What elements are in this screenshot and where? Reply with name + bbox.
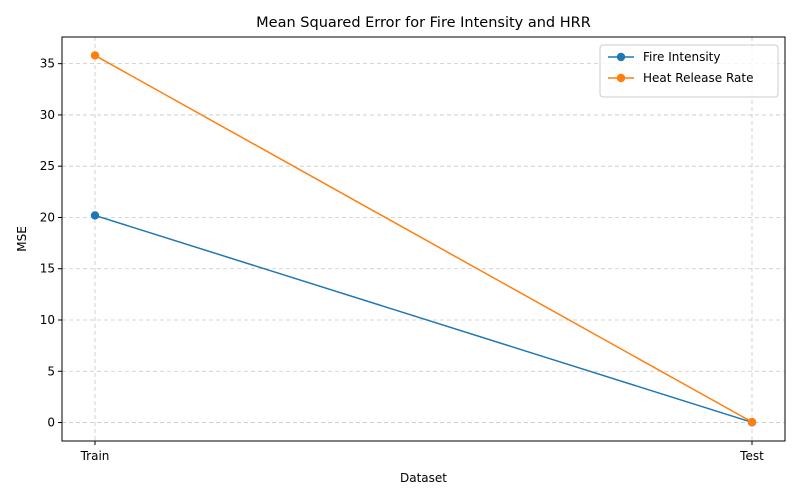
series-line bbox=[94, 54, 753, 423]
y-tick-label: 35 bbox=[40, 57, 55, 71]
legend-marker-swatch bbox=[616, 73, 626, 83]
legend-marker-swatch bbox=[616, 52, 626, 62]
y-tick-label: 0 bbox=[47, 416, 55, 430]
y-tick-label: 15 bbox=[40, 262, 55, 276]
x-tick-label: Test bbox=[739, 449, 764, 463]
legend-entry: Fire Intensity bbox=[608, 50, 720, 64]
x-axis-label: Dataset bbox=[400, 471, 447, 485]
data-point-marker bbox=[90, 211, 100, 220]
series-fire-intensity bbox=[90, 211, 757, 427]
legend-box bbox=[599, 44, 779, 98]
chart-title: Mean Squared Error for Fire Intensity an… bbox=[256, 15, 591, 31]
y-tick-label: 30 bbox=[40, 108, 55, 122]
y-axis-ticks: 0 5 10 15 20 25 30 35 bbox=[40, 57, 62, 430]
data-point-marker bbox=[90, 51, 100, 60]
legend: Fire Intensity Heat Release Rate bbox=[599, 44, 779, 98]
legend-label: Fire Intensity bbox=[643, 50, 720, 64]
series-heat-release-rate bbox=[90, 51, 757, 427]
y-axis-label: MSE bbox=[15, 226, 29, 252]
legend-entry: Heat Release Rate bbox=[608, 71, 754, 85]
legend-label: Heat Release Rate bbox=[643, 71, 754, 85]
y-tick-label: 25 bbox=[40, 159, 55, 173]
y-tick-label: 20 bbox=[40, 210, 55, 224]
y-tick-label: 10 bbox=[40, 313, 55, 327]
x-axis-ticks: Train Test bbox=[80, 441, 764, 463]
plot-area-frame bbox=[61, 36, 786, 442]
data-point-marker bbox=[747, 417, 757, 427]
series-line bbox=[94, 214, 753, 424]
x-tick-label: Train bbox=[80, 449, 110, 463]
series-layer bbox=[90, 51, 757, 427]
y-tick-label: 5 bbox=[47, 364, 55, 378]
